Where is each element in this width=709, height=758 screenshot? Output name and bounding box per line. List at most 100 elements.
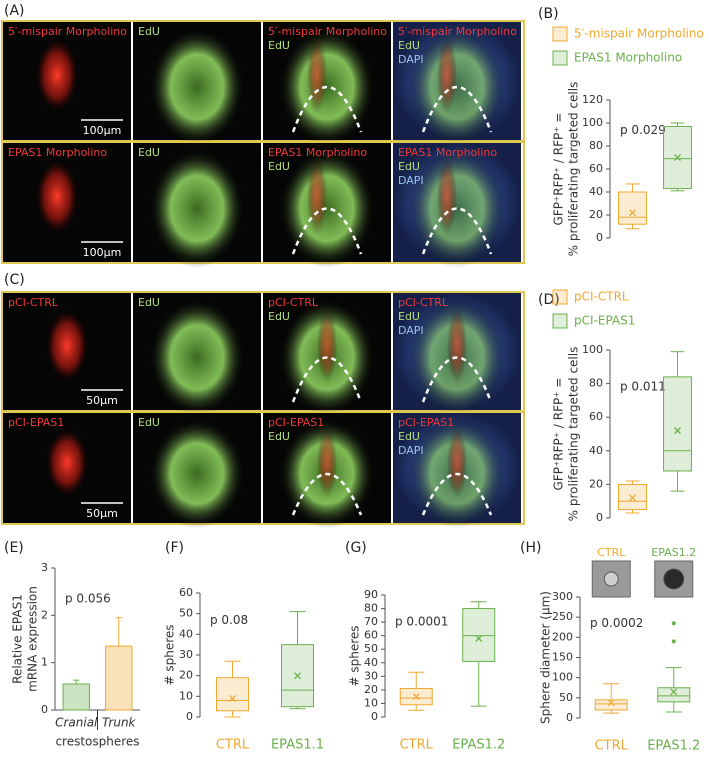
inset-label: EPAS1.2 (651, 546, 696, 559)
box (618, 191, 647, 225)
scale-label: 100µm (83, 246, 122, 259)
channel-label: pCI-EPAS1 (398, 416, 454, 429)
channel-label: pCI-EPAS1 (268, 416, 324, 429)
y-tick-label: 100 (582, 116, 603, 129)
channel-label: 5′-mispair Morpholino (268, 25, 387, 38)
y-axis-label: # spheres (348, 625, 362, 686)
channel-label: EPAS1 Morpholino (8, 146, 107, 159)
y-tick-label: 300 (552, 590, 573, 603)
y-axis-label: % proliferating targeted cells (567, 347, 581, 522)
channel-label: EdU (138, 416, 160, 429)
panel-label: (C) (4, 272, 25, 288)
panel-label: (E) (4, 540, 24, 556)
panel-label: (H) (520, 540, 541, 556)
morpholino-signal (447, 427, 467, 498)
y-tick-label: 50 (364, 642, 378, 655)
channel-label: EPAS1 Morpholino (398, 146, 497, 159)
x-tick-label: EPAS1.2 (452, 738, 505, 753)
channel-label: pCI-CTRL (8, 296, 59, 309)
y-tick-label: 2 (41, 608, 48, 621)
sphere (663, 568, 685, 590)
mean-marker (412, 693, 420, 701)
y-tick-label: 80 (589, 139, 603, 152)
y-tick-label: 50 (179, 607, 193, 620)
legend-label: 5′-mispair Morpholino (574, 27, 704, 41)
morpholino-signal (447, 308, 467, 384)
y-tick-label: 40 (364, 656, 378, 669)
neural-tube-outline (291, 472, 363, 516)
edu-signal (409, 148, 505, 268)
channel-label: EdU (268, 160, 290, 173)
y-tick-label: 20 (179, 669, 193, 682)
y-tick-label: 60 (589, 162, 603, 175)
channel-label: pCI-EPAS1 (8, 416, 64, 429)
channel-label: EdU (138, 146, 160, 159)
y-tick-label: 40 (589, 444, 603, 457)
channel-label: DAPI (398, 324, 424, 337)
scale-label: 100µm (83, 124, 122, 137)
x-tick-label: CTRL (216, 738, 250, 753)
morpholino-signal (437, 37, 457, 113)
y-tick-label: 40 (589, 185, 603, 198)
morpholino-signal (45, 427, 89, 498)
neural-tube-outline (291, 207, 363, 255)
y-axis-label: mRNA expression (26, 586, 40, 692)
y-axis-label: Relative EPAS1 (11, 594, 25, 684)
y-tick-label: 80 (364, 602, 378, 615)
neural-tube-outline (421, 356, 493, 403)
box (657, 687, 691, 703)
x-tick-label: CTRL (595, 739, 629, 754)
channel-label: EdU (398, 39, 420, 52)
mean-marker (674, 427, 681, 435)
channel-label: 5′-mispair Morpholino (398, 25, 517, 38)
legend-label: pCI-EPAS1 (574, 314, 635, 328)
morpholino-signal (35, 37, 79, 113)
neural-tube-outline (421, 86, 493, 133)
y-tick-label: 250 (552, 610, 573, 623)
edu-signal (279, 148, 375, 268)
channel-label: pCI-CTRL (398, 296, 449, 309)
y-tick-label: 0 (41, 703, 48, 716)
y-tick-label: 200 (552, 630, 573, 643)
y-tick-label: 20 (589, 208, 603, 221)
box (663, 376, 692, 472)
y-tick-label: 30 (179, 648, 193, 661)
y-tick-label: 60 (364, 629, 378, 642)
channel-label: DAPI (398, 444, 424, 457)
mean-marker (670, 688, 678, 696)
p-value: p 0.0001 (395, 614, 448, 628)
y-tick-label: 80 (589, 377, 603, 390)
scale-label: 50µm (86, 507, 118, 520)
y-tick-label: 0 (596, 511, 603, 524)
y-tick-label: 3 (41, 561, 48, 574)
y-tick-label: 50 (559, 691, 573, 704)
panel-label: (F) (165, 540, 184, 556)
legend-swatch (552, 313, 568, 329)
morpholino-signal (45, 308, 89, 384)
x-tick-label: Trunk (102, 716, 137, 730)
neural-tube-outline (421, 207, 493, 255)
inset-label: CTRL (597, 546, 626, 559)
morpholino-signal (317, 427, 337, 498)
mean-marker (607, 699, 615, 707)
box (462, 608, 496, 662)
y-tick-label: 100 (582, 343, 603, 356)
outlier (671, 621, 676, 626)
channel-label: 5′-mispair Morpholino (8, 25, 127, 38)
image-row-frame (1, 411, 525, 525)
legend-swatch (552, 26, 568, 42)
sphere (603, 571, 619, 587)
mean-marker (629, 494, 636, 502)
y-tick-label: 0 (186, 710, 193, 723)
panel-label: (B) (538, 6, 559, 22)
y-tick-label: 10 (364, 696, 378, 709)
y-tick-label: 20 (364, 683, 378, 696)
edu-signal (149, 27, 245, 146)
channel-label: EdU (138, 25, 160, 38)
y-axis-label: GFP⁺RFP⁺ / RFP⁺ = (552, 113, 566, 226)
legend-label: pCI-CTRL (574, 290, 629, 304)
mean-marker (294, 672, 301, 680)
y-tick-label: 90 (364, 588, 378, 601)
channel-label: DAPI (398, 174, 424, 187)
channel-label: EdU (398, 430, 420, 443)
